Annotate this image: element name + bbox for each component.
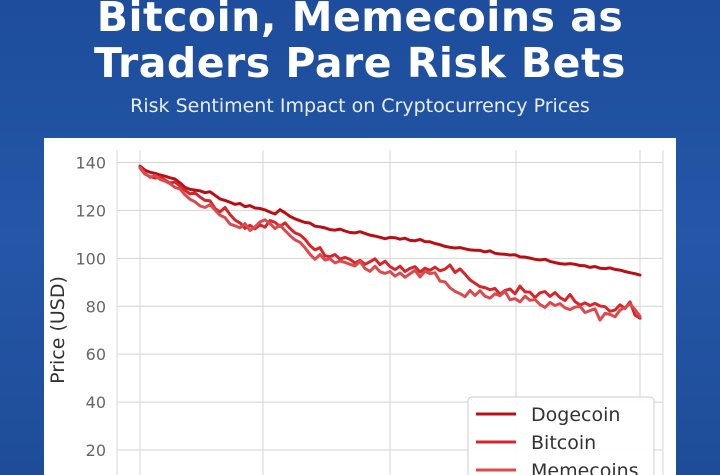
chart-lines <box>138 164 642 322</box>
y-tick-label: 60 <box>86 345 106 364</box>
chart-legend: Dogecoin Bitcoin Memecoins <box>467 396 655 475</box>
y-tick-label: 120 <box>75 201 106 220</box>
y-tick-label: 40 <box>86 393 106 412</box>
y-tick-label: 20 <box>86 441 106 460</box>
y-tick-label: 100 <box>75 249 106 268</box>
legend-label: Dogecoin <box>531 404 620 426</box>
legend-label: Memecoins <box>531 460 639 475</box>
y-tick-label: 80 <box>86 297 106 316</box>
page-subtitle: Risk Sentiment Impact on Cryptocurrency … <box>130 95 590 117</box>
y-tick-label: 140 <box>75 154 106 173</box>
y-axis-label: Price (USD) <box>47 276 69 384</box>
legend-label: Bitcoin <box>531 432 596 454</box>
series-line-bitcoin <box>138 166 642 320</box>
legend-box <box>467 396 655 475</box>
y-tick-labels: 20 40 60 80 100 120 140 <box>75 154 106 461</box>
title-line-2: Traders Pare Risk Bets <box>94 39 626 87</box>
series-line-memecoins <box>138 165 642 322</box>
series-line-dogecoin <box>138 164 642 277</box>
page-title: Bitcoin, Memecoins as Traders Pare Risk … <box>0 0 720 86</box>
title-line-1: Bitcoin, Memecoins as <box>96 0 624 41</box>
